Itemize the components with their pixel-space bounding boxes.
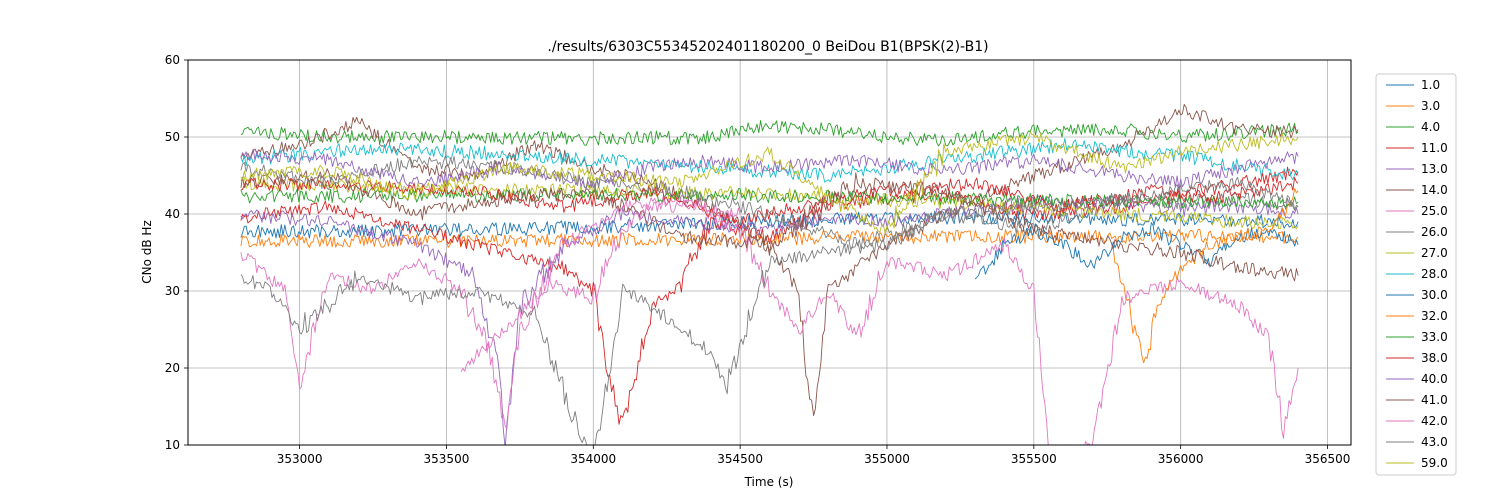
x-tick-label: 356000 — [1158, 452, 1204, 466]
plot-area-frame — [187, 59, 1352, 446]
series-line-13-0 — [240, 195, 1299, 445]
y-tick-label: 50 — [165, 130, 180, 144]
series-line-40-0 — [240, 148, 1299, 190]
series-line-43-0 — [240, 155, 1299, 251]
data-series — [240, 103, 1299, 445]
y-tick-label: 10 — [165, 438, 180, 452]
series-line-41-0 — [240, 168, 1299, 282]
series-line-4-0 — [240, 119, 1299, 147]
legend-label: 26.0 — [1421, 225, 1448, 239]
legend-label: 28.0 — [1421, 267, 1448, 281]
series-line-11-0 — [240, 166, 1299, 425]
series-line-30-0 — [974, 222, 1299, 280]
y-tick-label: 40 — [165, 207, 180, 221]
legend: 1.0 3.0 4.0 11.0 13.0 14.0 25.0 26.0 27.0 28.0 30.… — [1375, 73, 1457, 476]
legend-label: 4.0 — [1421, 120, 1440, 134]
legend-label: 59.0 — [1421, 456, 1448, 470]
legend-label: 42.0 — [1421, 414, 1448, 428]
legend-label: 30.0 — [1421, 288, 1448, 302]
series-line-32-0 — [1112, 188, 1299, 364]
x-tick-label: 356500 — [1305, 452, 1351, 466]
legend-label: 38.0 — [1421, 351, 1448, 365]
y-tick-label: 20 — [165, 361, 180, 375]
legend-label: 14.0 — [1421, 183, 1448, 197]
series-line-27-0 — [240, 176, 1299, 230]
x-tick-label: 353000 — [277, 452, 323, 466]
x-tick-label: 354500 — [717, 452, 763, 466]
legend-label: 43.0 — [1421, 435, 1448, 449]
series-line-28-0 — [240, 137, 1299, 183]
legend-frame — [1375, 73, 1457, 476]
legend-label: 3.0 — [1421, 99, 1440, 113]
chart-title: ./results/6303C55345202401180200_0 BeiDo… — [547, 39, 988, 55]
legend-label: 40.0 — [1421, 372, 1448, 386]
series-line-59-0 — [240, 131, 1299, 235]
y-tick-label: 60 — [165, 53, 180, 67]
series-line-1-0 — [240, 210, 1299, 239]
legend-label: 41.0 — [1421, 393, 1448, 407]
x-tick-label: 355500 — [1011, 452, 1057, 466]
legend-label: 25.0 — [1421, 204, 1448, 218]
legend-label: 1.0 — [1421, 78, 1440, 92]
x-tick-label: 355000 — [864, 452, 910, 466]
series-line-42-0 — [460, 199, 741, 372]
series-line-3-0 — [240, 228, 1299, 248]
x-axis-ticks: 353000 353500 354000 354500 355000 355500 3560… — [277, 445, 1351, 466]
x-tick-label: 353500 — [424, 452, 470, 466]
y-tick-label: 30 — [165, 284, 180, 298]
legend-label: 32.0 — [1421, 309, 1448, 323]
y-axis-ticks: 10 20 30 40 50 60 — [165, 53, 188, 452]
legend-label: 11.0 — [1421, 141, 1448, 155]
x-axis-label: Time (s) — [744, 475, 794, 489]
series-line-33-0 — [240, 187, 1299, 209]
series-line-25-0 — [240, 194, 1299, 445]
series-line-26-0 — [240, 192, 1299, 445]
x-tick-label: 354000 — [570, 452, 616, 466]
legend-label: 27.0 — [1421, 246, 1448, 260]
legend-label: 33.0 — [1421, 330, 1448, 344]
legend-label: 13.0 — [1421, 162, 1448, 176]
y-axis-label: CNo dB Hz — [140, 220, 154, 284]
